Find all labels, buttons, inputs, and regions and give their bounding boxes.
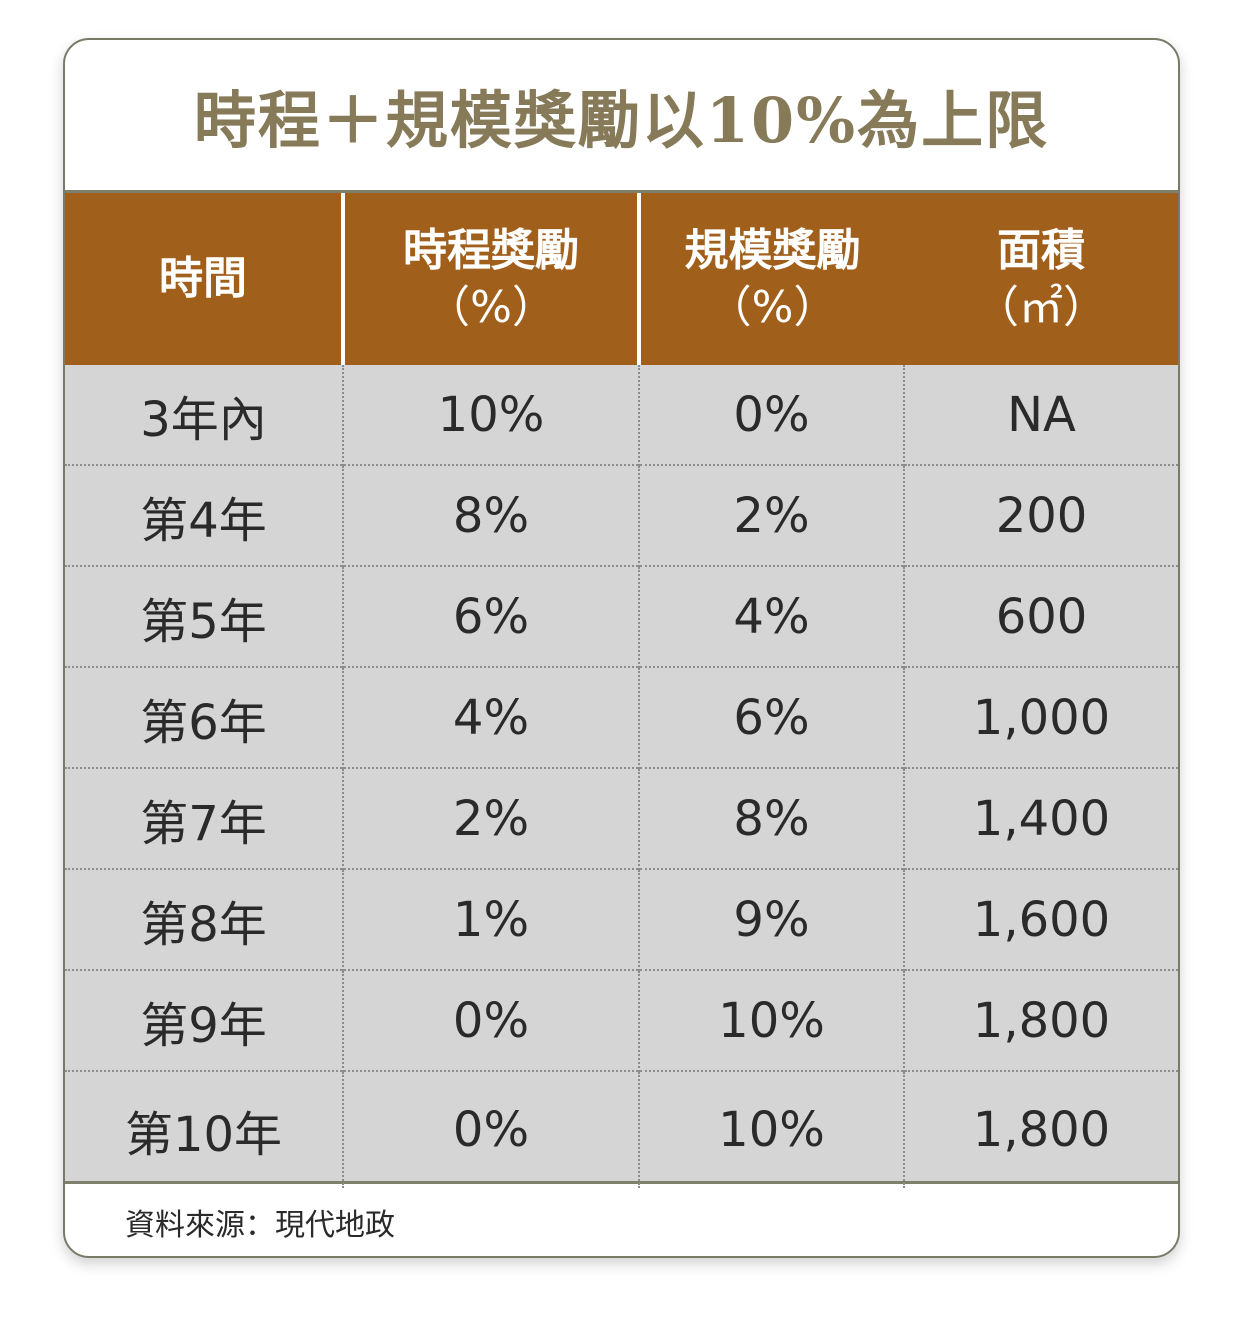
column-header-unit: （%） <box>426 282 556 333</box>
table-row: 3年內 10% 0% NA <box>65 365 1178 465</box>
cell-time: 第6年 <box>65 666 344 768</box>
cell-scale-bonus: 0% <box>639 365 905 465</box>
cell-time: 第4年 <box>65 464 344 566</box>
cell-area: NA <box>1007 386 1076 443</box>
cell-time: 第7年 <box>65 767 344 869</box>
column-header-unit: （%） <box>707 282 838 333</box>
cell-scale-bonus: 8% <box>639 767 905 869</box>
column-header-time: 時間 <box>65 193 345 365</box>
cell-schedule-bonus: 0% <box>343 1070 640 1188</box>
cell-schedule-bonus: 8% <box>343 464 640 566</box>
table-row: 第8年 1% 9% 1,600 <box>65 868 1178 970</box>
data-table: 時間 時程獎勵 （%） 規模獎勵 （%） 面積 （㎡） 3 <box>65 193 1178 1188</box>
table-body: 3年內 10% 0% NA 第4年 8% 2% 200 第5年 6% 4% 600 第6年 4% 6% 1,0… <box>65 365 1178 1188</box>
chart-title: 時程＋規模獎勵以10%為上限 <box>193 84 1050 157</box>
cell-area: 1,600 <box>904 868 1178 970</box>
cell-time: 第8年 <box>65 868 344 970</box>
cell-schedule-bonus: 0% <box>343 969 640 1071</box>
column-header-label: 面積 <box>997 224 1085 276</box>
cell-time: 3年內 <box>65 365 344 465</box>
cell-area: 1,800 <box>904 1070 1178 1188</box>
cell-schedule-bonus: 10% <box>343 365 640 465</box>
cell-area: 1,800 <box>904 969 1178 1071</box>
column-header-label: 規模獎勵 <box>684 224 861 276</box>
column-header-schedule-bonus: 時程獎勵 （%） <box>343 193 641 365</box>
column-header-unit: （㎡） <box>975 282 1107 333</box>
cell-schedule-bonus: 2% <box>343 767 640 869</box>
cell-schedule-bonus: 6% <box>343 565 640 667</box>
column-header-label: 時程獎勵 <box>403 224 579 276</box>
cell-schedule-bonus: 4% <box>343 666 640 768</box>
cell-scale-bonus: 4% <box>639 565 905 667</box>
table-card: 時程＋規模獎勵以10%為上限 時間 時程獎勵 （%） <box>63 38 1180 1258</box>
table-row: 第10年 0% 10% 1,800 <box>65 1070 1178 1188</box>
column-header-label: 時間 <box>159 253 247 305</box>
cell-area: 600 <box>904 565 1178 667</box>
table-row: 第4年 8% 2% 200 <box>65 464 1178 566</box>
cell-area: 1,000 <box>904 666 1178 768</box>
table-row: 第7年 2% 8% 1,400 <box>65 767 1178 869</box>
table-row: 第5年 6% 4% 600 <box>65 565 1178 667</box>
cell-time: 第5年 <box>65 565 344 667</box>
cell-area: 1,400 <box>904 767 1178 869</box>
table-row: 第6年 4% 6% 1,000 <box>65 666 1178 768</box>
cell-area: 200 <box>904 464 1178 566</box>
cell-scale-bonus: 10% <box>639 1070 905 1188</box>
cell-time: 第9年 <box>65 969 344 1071</box>
source-note: 資料來源：現代地政 <box>125 1208 395 1243</box>
table-row: 第9年 0% 10% 1,800 <box>65 969 1178 1071</box>
cell-scale-bonus: 10% <box>639 969 905 1071</box>
header-row: 時間 時程獎勵 （%） 規模獎勵 （%） 面積 （㎡） <box>65 193 1178 365</box>
cell-scale-bonus: 2% <box>639 464 905 566</box>
cell-time: 第10年 <box>65 1070 344 1188</box>
cell-scale-bonus: 9% <box>639 868 905 970</box>
column-header-area: 面積 （㎡） <box>904 193 1178 365</box>
cell-scale-bonus: 6% <box>639 666 905 768</box>
cell-schedule-bonus: 1% <box>343 868 640 970</box>
column-header-scale-bonus: 規模獎勵 （%） <box>639 193 904 365</box>
data-table-wrapper: 時間 時程獎勵 （%） 規模獎勵 （%） 面積 （㎡） 3 <box>65 190 1178 1188</box>
